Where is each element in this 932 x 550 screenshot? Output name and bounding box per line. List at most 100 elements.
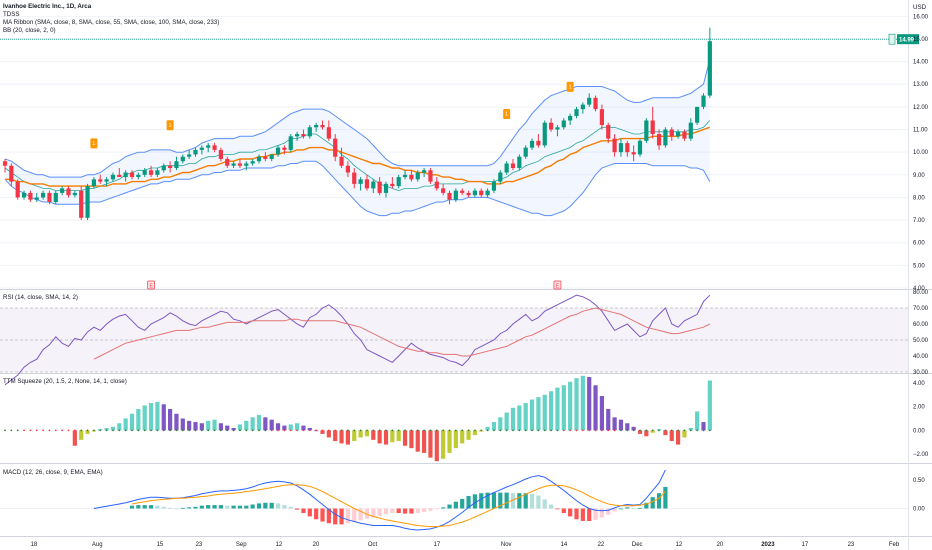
macd-histogram-bar[interactable] <box>631 507 636 509</box>
macd-histogram-bar[interactable] <box>644 502 649 509</box>
candle-body[interactable] <box>345 165 350 173</box>
price-pane[interactable]: 14.99 1 1 1 1 E E <box>0 27 919 290</box>
momentum-bar[interactable] <box>79 430 84 440</box>
momentum-bar[interactable] <box>701 422 706 431</box>
bollinger-upper-line[interactable] <box>4 59 711 178</box>
candle-body[interactable] <box>707 41 712 96</box>
td-sequential-marker[interactable] <box>166 120 174 131</box>
candle-body[interactable] <box>161 165 166 171</box>
candle-body[interactable] <box>504 163 509 173</box>
momentum-bar[interactable] <box>517 405 522 431</box>
momentum-bar[interactable] <box>333 430 338 442</box>
candle-body[interactable] <box>631 152 636 155</box>
candle-body[interactable] <box>295 134 300 137</box>
momentum-bar[interactable] <box>441 430 446 459</box>
macd-histogram-bar[interactable] <box>174 508 179 510</box>
candle-body[interactable] <box>606 124 611 139</box>
momentum-bar[interactable] <box>422 430 427 453</box>
momentum-bar[interactable] <box>568 381 573 431</box>
momentum-bar[interactable] <box>364 430 370 437</box>
momentum-bar[interactable] <box>256 414 262 431</box>
momentum-bar[interactable] <box>180 418 185 431</box>
candle-body[interactable] <box>66 188 71 196</box>
momentum-bar[interactable] <box>593 385 598 431</box>
momentum-bar[interactable] <box>193 422 198 431</box>
momentum-bar[interactable] <box>606 409 611 431</box>
macd-histogram-bar[interactable] <box>568 508 573 517</box>
momentum-bar[interactable] <box>409 430 414 449</box>
td-sequential-marker[interactable] <box>90 138 98 149</box>
candle-body[interactable] <box>85 186 90 218</box>
momentum-bar[interactable] <box>136 409 141 431</box>
macd-histogram-bar[interactable] <box>155 505 160 509</box>
candle-body[interactable] <box>282 147 287 150</box>
candle-body[interactable] <box>599 109 604 125</box>
momentum-bar[interactable] <box>237 424 243 431</box>
macd-histogram-bar[interactable] <box>485 492 490 509</box>
macd-histogram-bar[interactable] <box>275 503 281 509</box>
macd-histogram-bar[interactable] <box>529 493 535 509</box>
candle-body[interactable] <box>542 122 547 146</box>
macd-pane[interactable] <box>0 469 908 531</box>
momentum-bar[interactable] <box>542 394 547 431</box>
candle-body[interactable] <box>612 138 617 153</box>
candle-body[interactable] <box>568 115 573 121</box>
momentum-bar[interactable] <box>491 422 497 431</box>
candle-body[interactable] <box>371 181 376 189</box>
macd-histogram-bar[interactable] <box>428 508 433 511</box>
macd-histogram-bar[interactable] <box>561 508 566 514</box>
candle-body[interactable] <box>447 192 452 200</box>
macd-histogram-bar[interactable] <box>599 508 604 518</box>
earnings-event-icon[interactable] <box>147 280 155 290</box>
td-sequential-marker[interactable] <box>566 81 574 92</box>
macd-histogram-bar[interactable] <box>364 508 370 519</box>
macd-histogram-bar[interactable] <box>129 505 135 509</box>
momentum-bar[interactable] <box>72 430 77 446</box>
candle-body[interactable] <box>644 120 649 141</box>
macd-histogram-bar[interactable] <box>523 493 528 509</box>
macd-histogram-bar[interactable] <box>339 508 344 525</box>
macd-legend[interactable]: MACD (12, 26, close, 9, EMA, EMA) <box>3 469 103 476</box>
candle-body[interactable] <box>9 165 14 182</box>
momentum-bar[interactable] <box>682 430 687 438</box>
candle-body[interactable] <box>28 192 33 200</box>
candle-body[interactable] <box>187 154 192 157</box>
momentum-bar[interactable] <box>523 403 528 431</box>
macd-histogram-bar[interactable] <box>593 508 598 520</box>
macd-histogram-bar[interactable] <box>504 492 509 509</box>
momentum-bar[interactable] <box>688 427 693 431</box>
macd-histogram-bar[interactable] <box>237 505 243 509</box>
candle-body[interactable] <box>352 172 357 184</box>
macd-histogram-bar[interactable] <box>288 506 293 509</box>
candle-body[interactable] <box>428 170 433 182</box>
candle-body[interactable] <box>168 165 173 169</box>
macd-histogram-bar[interactable] <box>148 505 154 509</box>
macd-histogram-bar[interactable] <box>218 505 223 509</box>
macd-histogram-bar[interactable] <box>307 508 312 517</box>
momentum-bar[interactable] <box>536 397 541 431</box>
candle-body[interactable] <box>650 120 655 135</box>
momentum-bar[interactable] <box>695 411 700 431</box>
rsi-pane[interactable] <box>0 294 908 386</box>
momentum-bar[interactable] <box>288 424 293 431</box>
momentum-bar[interactable] <box>371 430 376 440</box>
macd-histogram-bar[interactable] <box>263 502 268 509</box>
candle-body[interactable] <box>256 156 262 162</box>
rsi-line[interactable] <box>4 294 711 386</box>
momentum-bar[interactable] <box>631 426 636 431</box>
bollinger-basis-line[interactable] <box>4 120 711 192</box>
momentum-bar[interactable] <box>187 420 192 431</box>
bollinger-lower-line[interactable] <box>4 160 711 217</box>
momentum-bar[interactable] <box>250 417 255 431</box>
candle-body[interactable] <box>390 183 395 187</box>
momentum-bar[interactable] <box>637 430 643 434</box>
candle-body[interactable] <box>288 136 293 150</box>
candle-body[interactable] <box>618 143 624 153</box>
momentum-bar[interactable] <box>244 420 249 431</box>
macd-histogram-bar[interactable] <box>453 501 458 509</box>
candle-body[interactable] <box>212 145 217 150</box>
candle-body[interactable] <box>218 149 223 159</box>
macd-histogram-bar[interactable] <box>574 508 579 520</box>
macd-histogram-bar[interactable] <box>434 508 439 510</box>
macd-histogram-bar[interactable] <box>212 505 217 509</box>
